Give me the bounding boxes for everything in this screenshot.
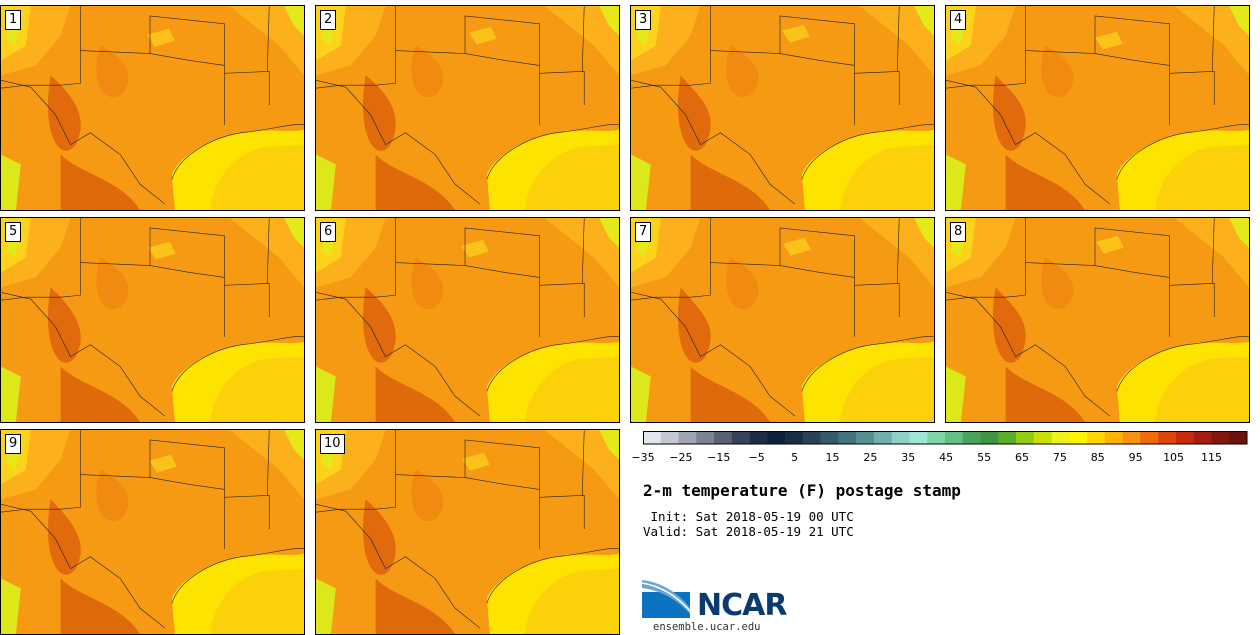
colorbar-tick-label: 115 [1200, 451, 1222, 464]
temperature-colorbar [643, 431, 1248, 445]
member-number-label: 7 [635, 222, 652, 242]
colorbar-tick-label: −35 [631, 451, 655, 464]
member-number-label: 6 [320, 222, 337, 242]
colorbar-segment [660, 431, 679, 444]
colorbar-segment [1122, 431, 1141, 444]
logo-text: NCAR [697, 588, 787, 623]
colorbar-segment [1069, 431, 1088, 444]
colorbar-segment [1158, 431, 1177, 444]
colorbar-segment [749, 431, 768, 444]
ensemble-member-panel: 5 [0, 217, 305, 423]
member-number-label: 10 [320, 434, 345, 454]
colorbar-tick-label: 105 [1163, 451, 1185, 464]
colorbar-tick-label: 25 [863, 451, 878, 464]
colorbar-segment [891, 431, 910, 444]
colorbar-segment [1175, 431, 1194, 444]
colorbar-segment [856, 431, 875, 444]
colorbar-tick-label: 5 [791, 451, 799, 464]
colorbar-segment [838, 431, 857, 444]
ensemble-member-panel: 9 [0, 429, 305, 635]
colorbar-segment [873, 431, 892, 444]
colorbar-segment [1104, 431, 1123, 444]
colorbar-segment [802, 431, 821, 444]
colorbar-tick-label: −25 [669, 451, 693, 464]
colorbar-segment [1140, 431, 1159, 444]
ensemble-member-panel: 10 [315, 429, 620, 635]
colorbar-segment [980, 431, 999, 444]
member-number-label: 1 [5, 10, 22, 30]
colorbar-tick-label: 35 [901, 451, 916, 464]
colorbar-segment [767, 431, 786, 444]
member-number-label: 8 [950, 222, 967, 242]
colorbar-segment [678, 431, 697, 444]
member-number-label: 2 [320, 10, 337, 30]
colorbar-tick-label: −5 [748, 451, 765, 464]
colorbar-segment [714, 431, 733, 444]
ensemble-member-panel: 1 [0, 5, 305, 211]
colorbar-tick-label: 15 [825, 451, 840, 464]
colorbar-segment [785, 431, 804, 444]
ensemble-member-panel: 2 [315, 5, 620, 211]
member-number-label: 9 [5, 434, 22, 454]
colorbar-segment [945, 431, 964, 444]
colorbar-segment [1051, 431, 1070, 444]
ensemble-member-panel: 6 [315, 217, 620, 423]
ensemble-member-panel: 4 [945, 5, 1250, 211]
colorbar-tick-label: 55 [977, 451, 992, 464]
colorbar-segment [1087, 431, 1106, 444]
colorbar-segment [998, 431, 1017, 444]
init-time: Init: Sat 2018-05-19 00 UTC [643, 509, 854, 524]
colorbar-segment [820, 431, 839, 444]
colorbar-segment [731, 431, 750, 444]
colorbar-segment [1193, 431, 1212, 444]
colorbar-segment [1016, 431, 1035, 444]
member-number-label: 3 [635, 10, 652, 30]
colorbar-segment [1211, 431, 1230, 444]
colorbar-segment [909, 431, 928, 444]
colorbar-tick-label: 95 [1128, 451, 1143, 464]
colorbar-segment [643, 431, 662, 444]
member-number-label: 4 [950, 10, 967, 30]
colorbar-segment [696, 431, 715, 444]
colorbar-segment [1229, 431, 1248, 444]
colorbar-segment [962, 431, 981, 444]
ensemble-member-panel: 8 [945, 217, 1250, 423]
figure-title: 2-m temperature (F) postage stamp [643, 481, 961, 500]
logo-url: ensemble.ucar.edu [653, 621, 761, 633]
valid-time: Valid: Sat 2018-05-19 21 UTC [643, 524, 854, 539]
member-number-label: 5 [5, 222, 22, 242]
colorbar-segment [927, 431, 946, 444]
colorbar-tick-label: −15 [707, 451, 731, 464]
colorbar-tick-label: 75 [1052, 451, 1067, 464]
colorbar-segment [1033, 431, 1052, 444]
colorbar-tick-label: 85 [1090, 451, 1105, 464]
ncar-logo-icon [642, 580, 691, 618]
colorbar-tick-label: 45 [939, 451, 954, 464]
ensemble-member-panel: 3 [630, 5, 935, 211]
ensemble-member-panel: 7 [630, 217, 935, 423]
colorbar-tick-label: 65 [1014, 451, 1029, 464]
